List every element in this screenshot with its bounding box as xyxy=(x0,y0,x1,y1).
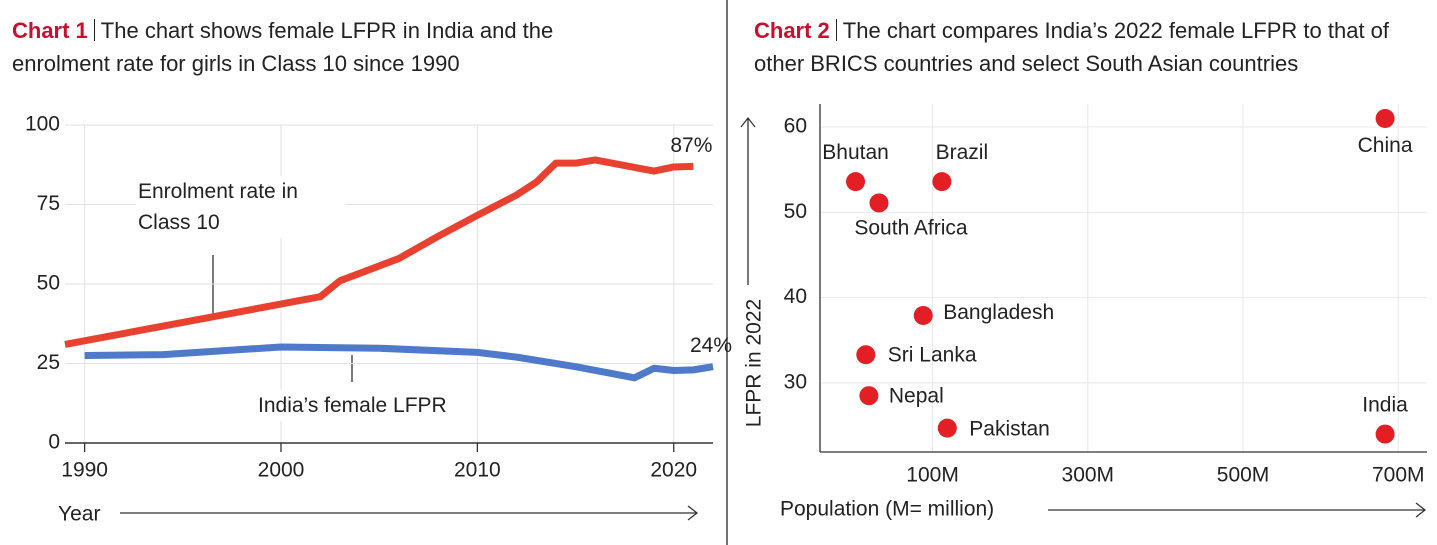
point xyxy=(937,418,957,438)
chart-title: Chart 1 The chart shows female LFPR in In… xyxy=(12,14,652,80)
x-tick-label: 2020 xyxy=(650,459,697,482)
point-label: Bangladesh xyxy=(943,301,1054,324)
x-tick-label: 2000 xyxy=(258,459,305,482)
series-line xyxy=(64,156,694,348)
point xyxy=(869,193,889,213)
y-tick-label: 60 xyxy=(784,115,807,138)
point xyxy=(932,172,952,192)
point-label: South Africa xyxy=(854,216,968,239)
y-tick-label: 100 xyxy=(25,113,60,136)
y-axis-label: LFPR in 2022 xyxy=(743,299,766,427)
y-tick-label: 50 xyxy=(784,200,807,223)
separator xyxy=(93,19,95,41)
chart-label: Chart 2 xyxy=(754,18,830,43)
point xyxy=(1375,424,1395,444)
point xyxy=(913,306,933,326)
x-tick-label: 2010 xyxy=(454,459,501,482)
point-label: China xyxy=(1358,134,1413,157)
point-label: Bhutan xyxy=(822,141,889,164)
title-text: The chart compares India’s 2022 female L… xyxy=(754,18,1390,76)
point-label: Brazil xyxy=(936,141,989,164)
value-label: 24% xyxy=(690,334,732,357)
point xyxy=(856,345,876,365)
x-axis-label: Population (M= million) xyxy=(780,498,994,521)
chart-label: Chart 1 xyxy=(12,18,88,43)
series-label: Enrolment rate in Class 10 xyxy=(136,176,345,238)
point xyxy=(846,172,866,192)
x-tick-label: 500M xyxy=(1217,464,1270,487)
y-tick-label: 25 xyxy=(37,351,60,374)
x-tick-label: 300M xyxy=(1062,464,1115,487)
point-label: Nepal xyxy=(889,384,944,407)
x-arrow-head xyxy=(1415,502,1427,518)
x-tick-label: 100M xyxy=(906,464,959,487)
title-text: The chart shows female LFPR in India and… xyxy=(12,18,554,76)
chart-title: Chart 2 The chart compares India’s 2022 f… xyxy=(754,14,1434,80)
point-label: Pakistan xyxy=(969,418,1050,441)
y-tick-label: 40 xyxy=(784,285,807,308)
point xyxy=(1375,109,1395,128)
series-label: India’s female LFPR xyxy=(256,390,449,421)
value-label: 87% xyxy=(670,134,712,157)
series-line xyxy=(84,343,714,382)
y-tick-label: 0 xyxy=(48,431,60,454)
point-label: Sri Lanka xyxy=(888,343,977,366)
x-tick-label: 1990 xyxy=(61,459,108,482)
separator xyxy=(835,19,837,41)
x-arrow-head xyxy=(687,505,699,521)
y-tick-label: 75 xyxy=(37,192,60,215)
point xyxy=(859,386,879,406)
x-axis-label: Year xyxy=(58,503,100,526)
y-tick-label: 50 xyxy=(37,272,60,295)
point-label: India xyxy=(1362,394,1408,417)
y-tick-label: 30 xyxy=(784,370,807,393)
x-tick-label: 700M xyxy=(1372,464,1425,487)
y-arrow-head xyxy=(740,116,756,128)
